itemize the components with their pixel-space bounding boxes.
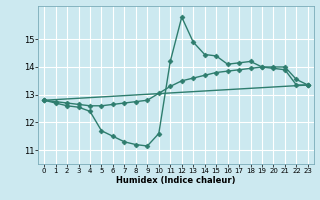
- X-axis label: Humidex (Indice chaleur): Humidex (Indice chaleur): [116, 176, 236, 185]
